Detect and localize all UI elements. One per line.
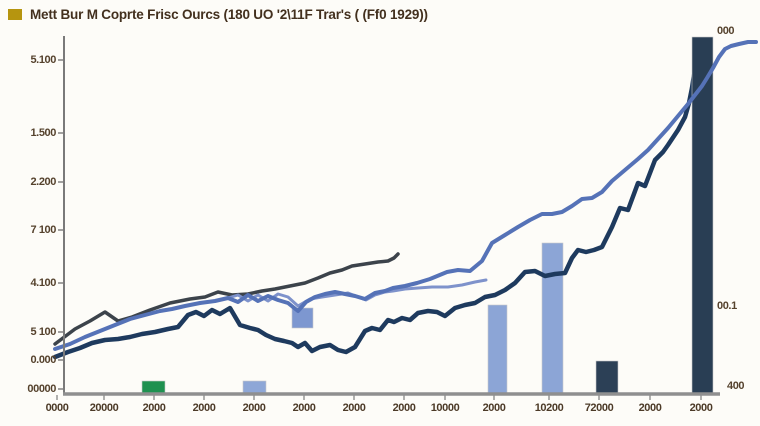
lightblue-bar-mid [487, 304, 508, 394]
x-axis-label: 2000 [342, 402, 366, 414]
right-axis-label: 000 [717, 25, 735, 37]
legend-swatch-icon [8, 9, 22, 20]
navy-bar-short [595, 360, 619, 394]
x-axis-label: 2000 [689, 402, 713, 414]
x-axis-label: 2000 [192, 402, 216, 414]
x-axis-label: 10000 [430, 402, 460, 414]
navy-line [52, 72, 697, 360]
x-axis-label: 20000 [89, 402, 119, 414]
light-blue-line-secondary [226, 278, 488, 308]
blue-line-main [53, 40, 758, 351]
y-axis-label: 00000 [27, 382, 56, 395]
x-axis-label: 2000 [482, 402, 506, 414]
x-axis-label: 2000 [242, 402, 266, 414]
y-axis-label: 5 100 [30, 325, 56, 338]
y-axis-label: 2.200 [30, 175, 56, 188]
lightblue-bar-tall [541, 242, 564, 394]
small-lightblue-bar [242, 380, 267, 394]
y-axis-label: 1.500 [30, 126, 56, 139]
y-axis-label: 0.000 [30, 353, 56, 366]
y-axis-label: 7 100 [30, 223, 56, 236]
x-axis-label: 2000 [142, 402, 166, 414]
chart-legend: Mett Bur M Coprte Frisc Ourcs (180 UO '2… [8, 7, 428, 22]
right-axis-label: 00.1 [717, 300, 737, 312]
x-axis-label: 0000 [45, 402, 69, 414]
y-axis-label: 4.100 [30, 276, 56, 289]
x-axis-label: 2000 [638, 402, 662, 414]
x-axis-label: 2000 [392, 402, 416, 414]
right-axis-label: 400 [727, 380, 745, 392]
x-axis-label: 10200 [534, 402, 564, 414]
x-axis-label: 72000 [584, 402, 614, 414]
chart-title: Mett Bur M Coprte Frisc Ourcs (180 UO '2… [30, 7, 428, 22]
y-axis-label: 5.100 [30, 53, 56, 66]
navy-bar-tall [691, 36, 714, 394]
x-axis-label: 2000 [292, 402, 316, 414]
charcoal-line [53, 252, 400, 346]
green-bar [141, 380, 166, 394]
